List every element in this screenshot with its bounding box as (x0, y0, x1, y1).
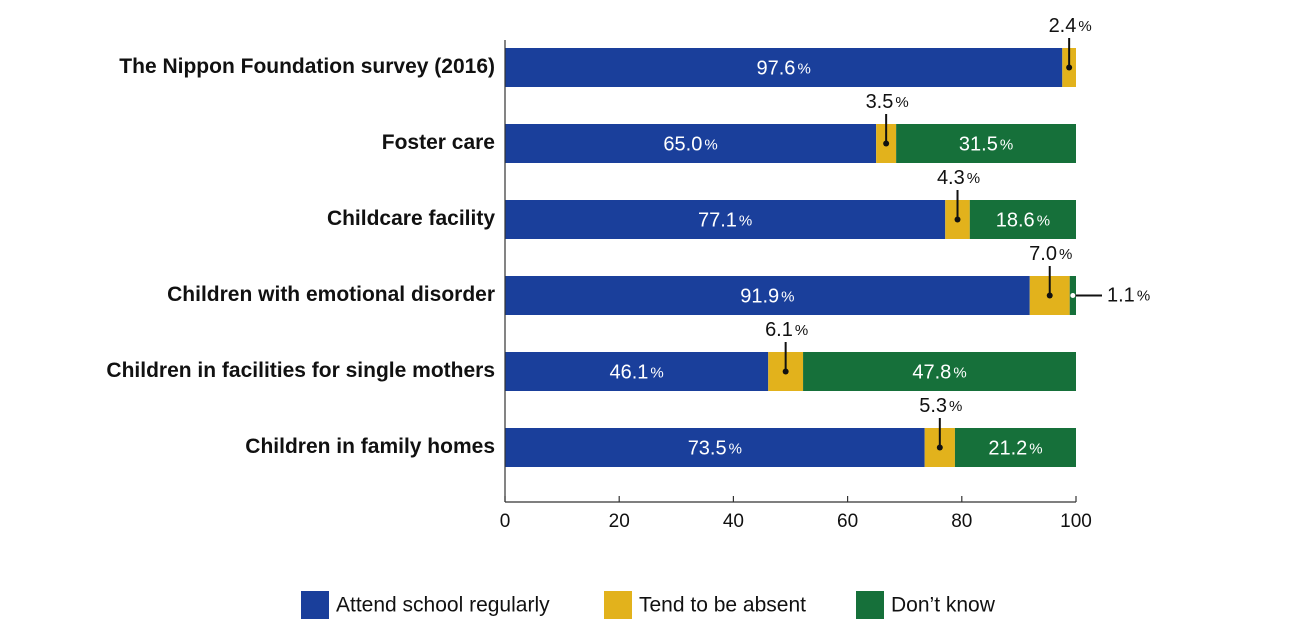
value-label-absent: 2.4% (1049, 15, 1092, 37)
bar-segment-attend (505, 200, 946, 239)
value-label-dont-know: 21.2% (988, 438, 1042, 460)
x-axis: 0 20 40 60 80 100 (500, 40, 1092, 532)
value-label-dont-know: 31.5% (959, 134, 1013, 156)
value-label-dont-know: 18.6% (996, 210, 1050, 232)
bars-layer (505, 48, 1076, 467)
x-tick-label: 20 (609, 511, 630, 532)
category-label: Children in family homes (245, 435, 495, 458)
x-tick-label: 0 (500, 511, 511, 532)
legend-swatch (604, 591, 632, 619)
bar-segment-dont-know (803, 352, 1076, 391)
callout-dot (954, 216, 961, 223)
value-label-dont-know: 1.1% (1107, 285, 1150, 307)
x-tick-label: 100 (1060, 511, 1092, 532)
value-label-dont-know: 47.8% (912, 362, 966, 384)
bar-segment-attend (505, 48, 1063, 87)
x-tick-label: 60 (837, 511, 858, 532)
legend-label: Tend to be absent (639, 594, 806, 617)
category-label: Children in facilities for single mother… (106, 359, 495, 382)
category-label: Childcare facility (327, 207, 495, 230)
labels-layer: The Nippon Foundation survey (2016) 97.6%… (106, 15, 1150, 460)
bar-segment-dont-know (954, 428, 1076, 467)
legend-label: Don’t know (891, 594, 996, 617)
callout-dot (782, 368, 789, 375)
callout-dot (883, 140, 890, 147)
category-label: Foster care (382, 131, 495, 154)
x-tick-label: 80 (951, 511, 972, 532)
bar-segment-attend (505, 428, 925, 467)
bar-segment-attend (505, 124, 877, 163)
callout-dot (936, 444, 943, 451)
bar-segment-dont-know (969, 200, 1076, 239)
callouts-layer (782, 38, 1102, 451)
legend-swatch (856, 591, 884, 619)
value-label-absent: 7.0% (1029, 243, 1072, 265)
value-label-absent: 3.5% (866, 91, 909, 113)
x-tick-label: 40 (723, 511, 744, 532)
callout-dot (1066, 64, 1073, 71)
value-label-attend: 65.0% (663, 134, 717, 156)
value-label-absent: 4.3% (937, 167, 980, 189)
value-label-attend: 77.1% (698, 210, 752, 232)
legend: Attend school regularly Tend to be absent… (301, 591, 996, 619)
value-label-attend: 91.9% (740, 286, 794, 308)
value-label-absent: 5.3% (919, 395, 962, 417)
value-label-absent: 6.1% (765, 319, 808, 341)
callout-dot (1070, 293, 1076, 298)
legend-swatch (301, 591, 329, 619)
callout-dot (1046, 292, 1053, 299)
category-label: The Nippon Foundation survey (2016) (119, 55, 495, 78)
bar-segment-dont-know (896, 124, 1076, 163)
bar-segment-attend (505, 276, 1030, 315)
bar-segment-attend (505, 352, 769, 391)
category-label: Children with emotional disorder (167, 283, 495, 306)
value-label-attend: 73.5% (688, 438, 742, 460)
value-label-attend: 97.6% (757, 58, 811, 80)
value-label-attend: 46.1% (609, 362, 663, 384)
legend-label: Attend school regularly (336, 594, 550, 617)
